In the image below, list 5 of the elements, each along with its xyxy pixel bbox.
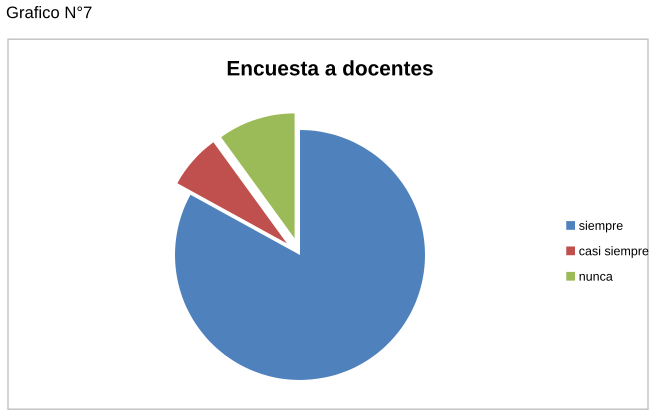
legend-label: siempre: [579, 220, 623, 232]
text: Grafico N°7: [6, 6, 92, 18]
legend-label: nunca: [580, 274, 613, 281]
legend-label: casi siempre: [579, 246, 648, 258]
chart-title: Encuesta a docentes: [228, 60, 433, 76]
